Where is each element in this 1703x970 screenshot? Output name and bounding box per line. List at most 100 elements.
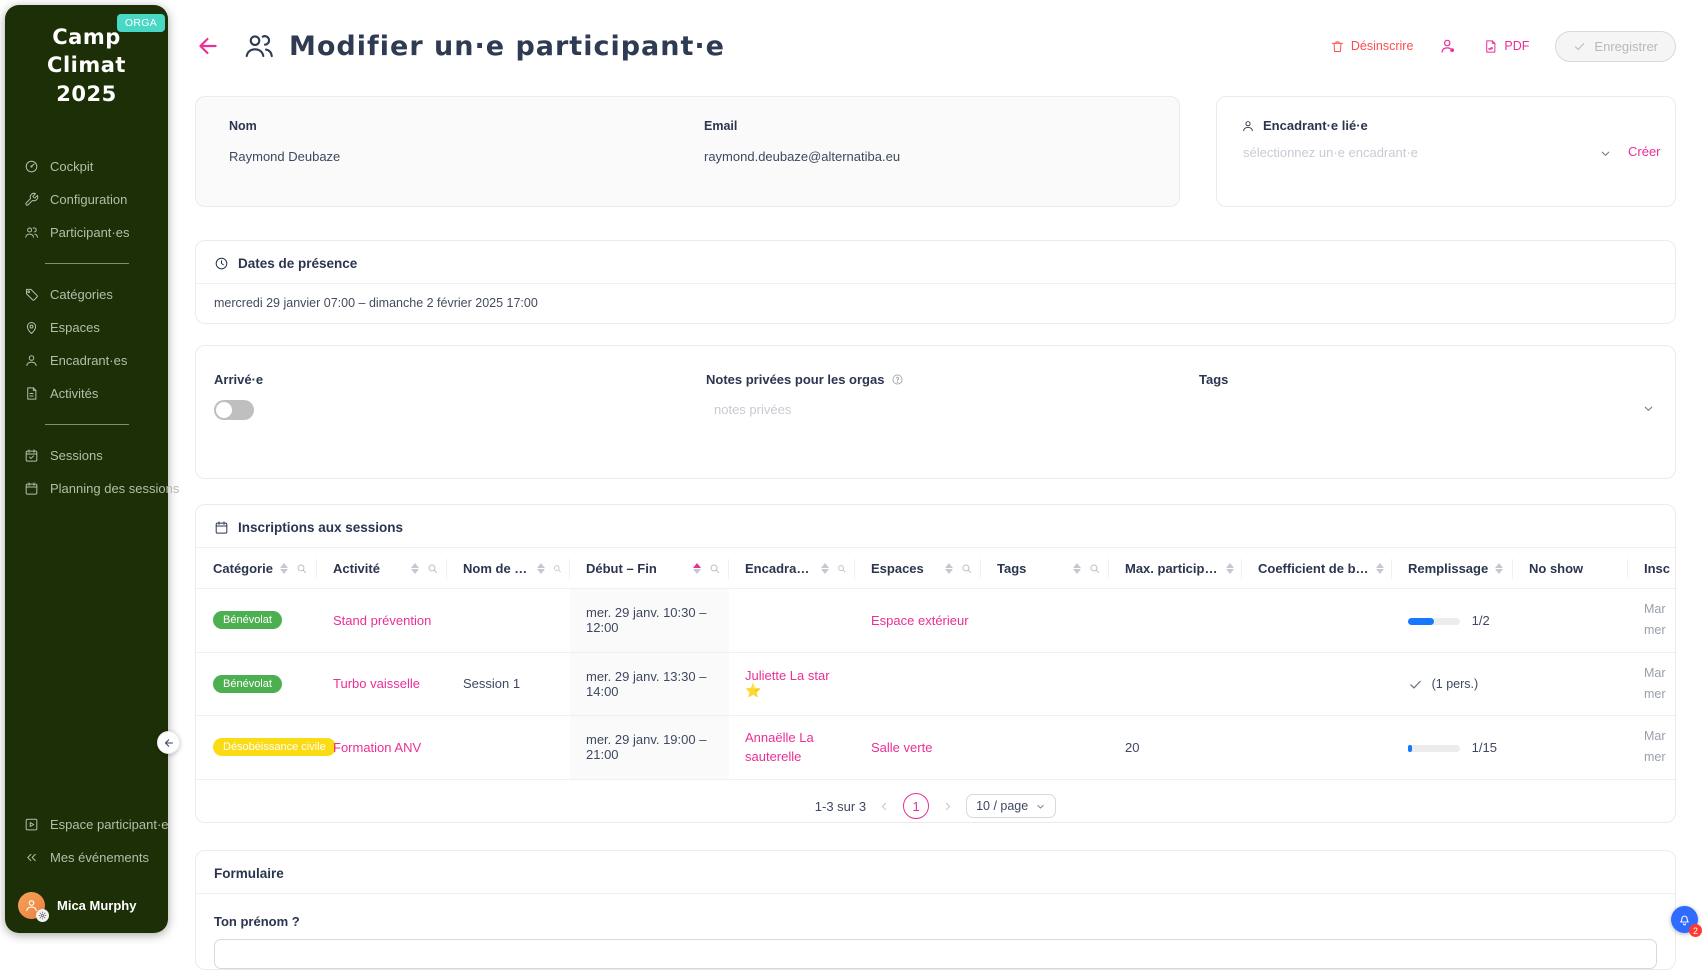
sorter-icon[interactable]: [1073, 563, 1081, 574]
pdf-button[interactable]: PDF: [1483, 39, 1529, 54]
column-header-tags[interactable]: Tags: [981, 549, 1109, 589]
progress-bar: [1408, 617, 1460, 625]
sidebar-item-sessions[interactable]: Sessions: [5, 439, 168, 472]
notes-textarea[interactable]: notes privées: [714, 402, 792, 417]
column-header-activite[interactable]: Activité: [317, 549, 447, 589]
sidebar-item-encadrants[interactable]: Encadrant·es: [5, 344, 168, 377]
inscription-cell: Mar mer: [1628, 588, 1675, 653]
calendar-check-icon: [24, 448, 39, 463]
page-size-select[interactable]: 10 / page: [966, 794, 1057, 818]
sorter-icon[interactable]: [821, 563, 830, 574]
gauge-icon: [24, 159, 39, 174]
session-name-cell: [447, 715, 570, 780]
user-add-icon: [1439, 37, 1457, 55]
double-chevron-left-icon: [24, 850, 39, 865]
sidebar-item-configuration[interactable]: Configuration: [5, 183, 168, 216]
debut-fin-cell: mer. 29 janv. 19:00 – 21:00: [570, 715, 729, 780]
sidebar-item-espace-participant[interactable]: Espace participant·e: [5, 808, 169, 841]
link-encadrant-button[interactable]: [1439, 37, 1457, 55]
calendar-icon: [24, 481, 39, 496]
identity-card: Nom Raymond Deubaze Email raymond.deubaz…: [195, 96, 1180, 207]
email-label: Email: [704, 119, 738, 133]
presence-dates[interactable]: mercredi 29 janvier 07:00 – dimanche 2 f…: [214, 296, 538, 310]
check-icon: [1573, 40, 1586, 53]
search-icon[interactable]: [1088, 562, 1101, 575]
prenom-input[interactable]: [214, 939, 1657, 969]
sorter-icon[interactable]: [1376, 563, 1384, 574]
tags-cell: [981, 588, 1109, 653]
creer-link[interactable]: Créer: [1628, 144, 1661, 159]
formulaire-card: Formulaire Ton prénom ?: [195, 850, 1676, 970]
column-header-nom-session[interactable]: Nom de la s...: [447, 549, 570, 589]
formulaire-title: Formulaire: [214, 866, 284, 881]
sidebar-item-mes-evenements[interactable]: Mes événements: [5, 841, 168, 874]
page-1-button[interactable]: 1: [903, 793, 930, 819]
sidebar-item-label: Configuration: [50, 192, 128, 208]
search-icon[interactable]: [426, 562, 439, 575]
sidebar-item-label: Encadrant·es: [50, 353, 128, 369]
sidebar-item-categories[interactable]: Catégories: [5, 278, 168, 311]
tags-select-chevron-icon[interactable]: [1642, 400, 1655, 418]
activity-link[interactable]: Formation ANV: [333, 739, 422, 755]
column-header-remplissage[interactable]: Remplissage: [1392, 549, 1513, 589]
orga-badge: ORGA: [116, 14, 165, 32]
encadrant-select[interactable]: sélectionnez un·e encadrant·e: [1243, 145, 1418, 160]
column-header-debut-fin[interactable]: Début – Fin: [570, 549, 729, 589]
column-header-espaces[interactable]: Espaces: [855, 549, 981, 589]
sidebar-item-planning-sessions[interactable]: Planning des sessions: [5, 472, 179, 505]
current-user[interactable]: Mica Murphy: [5, 882, 168, 922]
desinscrire-button[interactable]: Désinscrire: [1330, 39, 1413, 54]
column-header-categorie[interactable]: Catégorie: [197, 549, 317, 589]
sidebar-item-activites[interactable]: Activités: [5, 377, 168, 410]
sorter-icon[interactable]: [1495, 563, 1504, 574]
calendar-icon: [214, 520, 229, 535]
sessions-card: Inscriptions aux sessions Catégorie: [195, 504, 1676, 823]
encadrant-link[interactable]: Annaëlle La sauterelle: [745, 729, 814, 765]
espace-link[interactable]: Salle verte: [871, 739, 933, 755]
sidebar-item-participants[interactable]: Participant·es: [5, 216, 168, 249]
next-page-button[interactable]: [941, 800, 954, 813]
column-header-coefficient[interactable]: Coefficient de bénévo...: [1242, 549, 1392, 589]
activity-link[interactable]: Turbo vaisselle: [333, 676, 420, 692]
save-button[interactable]: Enregistrer: [1555, 30, 1676, 62]
sorter-icon[interactable]: [1226, 563, 1234, 574]
column-header-inscription[interactable]: Insc: [1628, 549, 1675, 589]
debut-fin-cell: mer. 29 janv. 10:30 – 12:00: [570, 588, 729, 653]
remplissage-cell: (1 pers.): [1392, 652, 1513, 716]
arrive-toggle[interactable]: [214, 400, 254, 420]
activity-link[interactable]: Stand prévention: [333, 612, 432, 628]
search-icon[interactable]: [836, 562, 847, 575]
nom-label: Nom: [229, 119, 257, 133]
sidebar-item-cockpit[interactable]: Cockpit: [5, 150, 168, 183]
column-header-max-participants[interactable]: Max. participant...: [1109, 549, 1242, 589]
no-show-cell: [1513, 588, 1628, 653]
arrow-left-icon: [195, 33, 221, 59]
encadrant-card: Encadrant·e lié·e sélectionnez un·e enca…: [1216, 96, 1676, 207]
nom-value[interactable]: Raymond Deubaze: [229, 149, 341, 164]
avatar: [18, 892, 49, 922]
max-cell: 20: [1109, 715, 1242, 780]
search-icon[interactable]: [295, 562, 308, 575]
previous-page-button[interactable]: [878, 800, 891, 813]
email-value[interactable]: raymond.deubaze@alternatiba.eu: [704, 149, 901, 164]
sidebar-item-espaces[interactable]: Espaces: [5, 311, 168, 344]
chevron-down-icon[interactable]: [1599, 145, 1612, 163]
sidebar-collapse-button[interactable]: [157, 731, 180, 754]
column-header-encadrants[interactable]: Encadrant·es: [729, 549, 855, 589]
search-icon[interactable]: [552, 562, 562, 575]
back-button[interactable]: [195, 33, 221, 59]
encadrant-link[interactable]: Juliette La star: [745, 668, 830, 684]
sorter-icon[interactable]: [536, 563, 545, 574]
search-icon[interactable]: [708, 562, 721, 575]
notifications-button[interactable]: 2: [1671, 906, 1702, 937]
column-header-no-show[interactable]: No show: [1513, 549, 1628, 589]
sorter-icon-active[interactable]: [693, 563, 701, 574]
sorter-icon[interactable]: [279, 563, 288, 574]
espace-link[interactable]: Espace extérieur: [871, 612, 969, 628]
user-name: Mica Murphy: [57, 898, 137, 913]
sorter-icon[interactable]: [411, 563, 419, 574]
category-badge: Bénévolat: [213, 674, 282, 693]
sessions-table: Catégorie Activité Nom de la s...: [197, 549, 1675, 789]
sorter-icon[interactable]: [945, 563, 953, 574]
search-icon[interactable]: [960, 562, 973, 575]
